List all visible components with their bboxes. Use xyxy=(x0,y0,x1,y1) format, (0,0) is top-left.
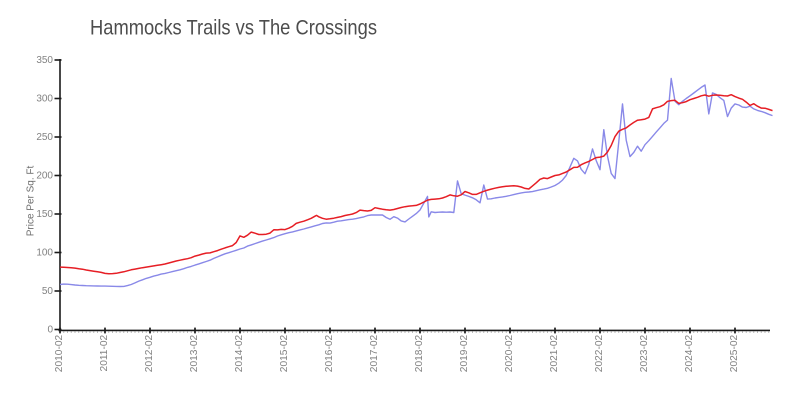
svg-text:350: 350 xyxy=(36,55,53,66)
svg-text:2011-02: 2011-02 xyxy=(99,334,110,371)
svg-text:2023-02: 2023-02 xyxy=(639,334,650,372)
svg-text:150: 150 xyxy=(36,209,53,220)
svg-text:2013-02: 2013-02 xyxy=(189,334,200,372)
svg-text:200: 200 xyxy=(36,171,53,182)
svg-text:2022-02: 2022-02 xyxy=(594,334,605,372)
svg-text:2019-02: 2019-02 xyxy=(459,334,470,372)
svg-text:100: 100 xyxy=(36,248,53,259)
svg-text:300: 300 xyxy=(36,94,53,105)
svg-text:2010-02: 2010-02 xyxy=(54,334,65,372)
svg-text:2021-02: 2021-02 xyxy=(549,334,560,372)
svg-text:2017-02: 2017-02 xyxy=(369,334,380,372)
svg-text:250: 250 xyxy=(36,132,53,143)
svg-text:2025-02: 2025-02 xyxy=(729,334,740,372)
svg-text:50: 50 xyxy=(42,286,54,297)
svg-text:2024-02: 2024-02 xyxy=(684,334,695,372)
svg-text:2012-02: 2012-02 xyxy=(144,334,155,372)
svg-text:2015-02: 2015-02 xyxy=(279,334,290,372)
svg-text:2016-02: 2016-02 xyxy=(324,334,335,372)
svg-text:Hammocks Trails vs The Crossin: Hammocks Trails vs The Crossings xyxy=(90,17,377,40)
svg-text:2014-02: 2014-02 xyxy=(234,334,245,372)
svg-text:2020-02: 2020-02 xyxy=(504,334,515,372)
svg-text:0: 0 xyxy=(47,325,53,336)
svg-text:2018-02: 2018-02 xyxy=(414,334,425,372)
svg-text:Price Per Sq. Ft: Price Per Sq. Ft xyxy=(26,165,37,236)
